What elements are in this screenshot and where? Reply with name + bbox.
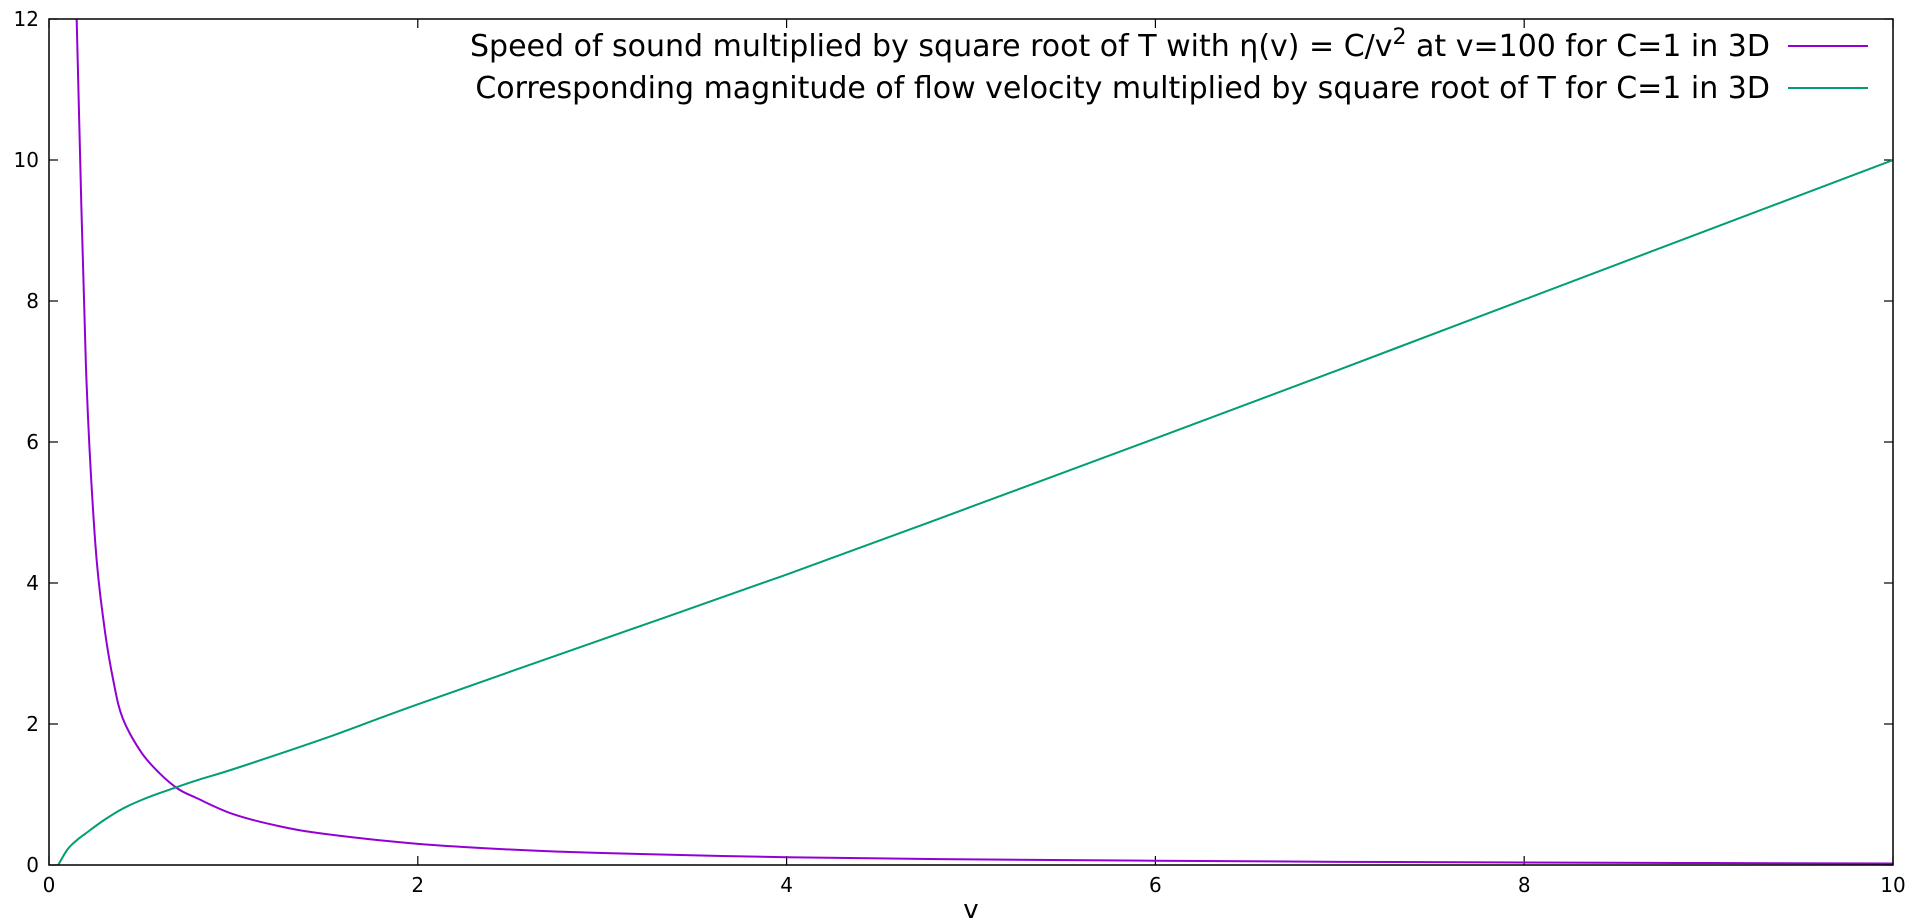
x-tick-label: 4 [780, 873, 793, 897]
legend-superscript: 2 [1393, 25, 1407, 50]
x-tick-label: 0 [43, 873, 56, 897]
legend-text-part: at v=100 for C=1 in 3D [1407, 29, 1770, 64]
x-tick-label: 8 [1518, 873, 1531, 897]
series-line-speed-of-sound [75, 19, 1893, 865]
y-tick-label: 0 [26, 853, 39, 877]
y-tick-label: 4 [26, 571, 39, 595]
y-tick-label: 6 [26, 430, 39, 454]
y-tick-label: 2 [26, 712, 39, 736]
legend-entry-flow-velocity: Corresponding magnitude of flow velocity… [475, 71, 1770, 106]
y-tick-label: 10 [14, 148, 39, 172]
legend-entry-speed-of-sound: Speed of sound multiplied by square root… [470, 25, 1770, 65]
plot-frame [48, 18, 1894, 866]
legend-text-part: Speed of sound multiplied by square root… [470, 29, 1393, 64]
x-tick-label: 10 [1880, 873, 1905, 897]
x-axis-label: v [963, 895, 978, 922]
y-tick-label: 8 [26, 289, 39, 313]
y-tick-label: 12 [14, 7, 39, 31]
legend: Speed of sound multiplied by square root… [470, 25, 1868, 106]
x-tick-label: 2 [411, 873, 424, 897]
tick-labels: 0 2 4 6 8 10 0 2 4 6 8 10 12 [14, 7, 1906, 897]
series-layer [57, 19, 1893, 865]
x-tick-label: 6 [1149, 873, 1162, 897]
series-line-flow-velocity [57, 159, 1893, 865]
